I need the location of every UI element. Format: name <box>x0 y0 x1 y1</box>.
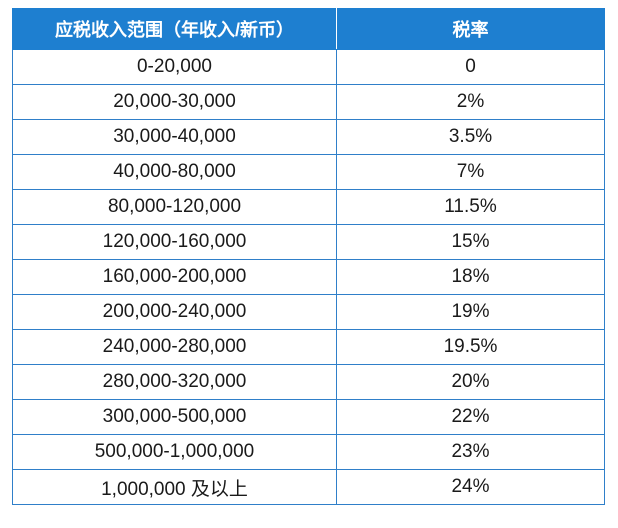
tax-rate-cell: 15% <box>336 224 605 260</box>
tax-rate-table: 应税收入范围（年收入/新币） 税率 0-20,000 0 20,000-30,0… <box>12 8 605 505</box>
table-row: 500,000-1,000,000 23% <box>12 434 605 470</box>
tax-rate-cell: 22% <box>336 399 605 435</box>
income-range-cell: 30,000-40,000 <box>12 119 337 155</box>
table-row: 0-20,000 0 <box>12 49 605 85</box>
income-range-cell: 0-20,000 <box>12 49 337 85</box>
tax-rate-table-container: 应税收入范围（年收入/新币） 税率 0-20,000 0 20,000-30,0… <box>12 8 605 505</box>
income-range-cell: 20,000-30,000 <box>12 84 337 120</box>
tax-rate-cell: 23% <box>336 434 605 470</box>
tax-rate-cell: 7% <box>336 154 605 190</box>
income-range-cell: 160,000-200,000 <box>12 259 337 295</box>
table-body: 0-20,000 0 20,000-30,000 2% 30,000-40,00… <box>12 49 605 505</box>
table-row: 1,000,000 及以上 24% <box>12 469 605 505</box>
header-row: 应税收入范围（年收入/新币） 税率 <box>12 8 605 50</box>
income-range-cell: 40,000-80,000 <box>12 154 337 190</box>
income-range-cell: 1,000,000 及以上 <box>12 469 337 505</box>
tax-rate-cell: 19% <box>336 294 605 330</box>
income-range-cell: 500,000-1,000,000 <box>12 434 337 470</box>
income-range-cell: 200,000-240,000 <box>12 294 337 330</box>
header-tax-rate: 税率 <box>336 8 605 50</box>
income-range-cell: 300,000-500,000 <box>12 399 337 435</box>
table-row: 160,000-200,000 18% <box>12 259 605 295</box>
table-row: 80,000-120,000 11.5% <box>12 189 605 225</box>
table-row: 300,000-500,000 22% <box>12 399 605 435</box>
table-row: 280,000-320,000 20% <box>12 364 605 400</box>
income-range-cell: 240,000-280,000 <box>12 329 337 365</box>
tax-rate-cell: 24% <box>336 469 605 505</box>
tax-rate-cell: 19.5% <box>336 329 605 365</box>
header-income-range: 应税收入范围（年收入/新币） <box>12 8 337 50</box>
tax-rate-cell: 0 <box>336 49 605 85</box>
income-range-cell: 120,000-160,000 <box>12 224 337 260</box>
tax-rate-cell: 11.5% <box>336 189 605 225</box>
tax-rate-cell: 3.5% <box>336 119 605 155</box>
tax-rate-cell: 20% <box>336 364 605 400</box>
tax-rate-cell: 2% <box>336 84 605 120</box>
table-row: 20,000-30,000 2% <box>12 84 605 120</box>
table-row: 30,000-40,000 3.5% <box>12 119 605 155</box>
table-header: 应税收入范围（年收入/新币） 税率 <box>12 8 605 50</box>
income-range-cell: 280,000-320,000 <box>12 364 337 400</box>
table-row: 40,000-80,000 7% <box>12 154 605 190</box>
income-range-cell: 80,000-120,000 <box>12 189 337 225</box>
tax-rate-cell: 18% <box>336 259 605 295</box>
table-row: 240,000-280,000 19.5% <box>12 329 605 365</box>
table-row: 200,000-240,000 19% <box>12 294 605 330</box>
table-row: 120,000-160,000 15% <box>12 224 605 260</box>
